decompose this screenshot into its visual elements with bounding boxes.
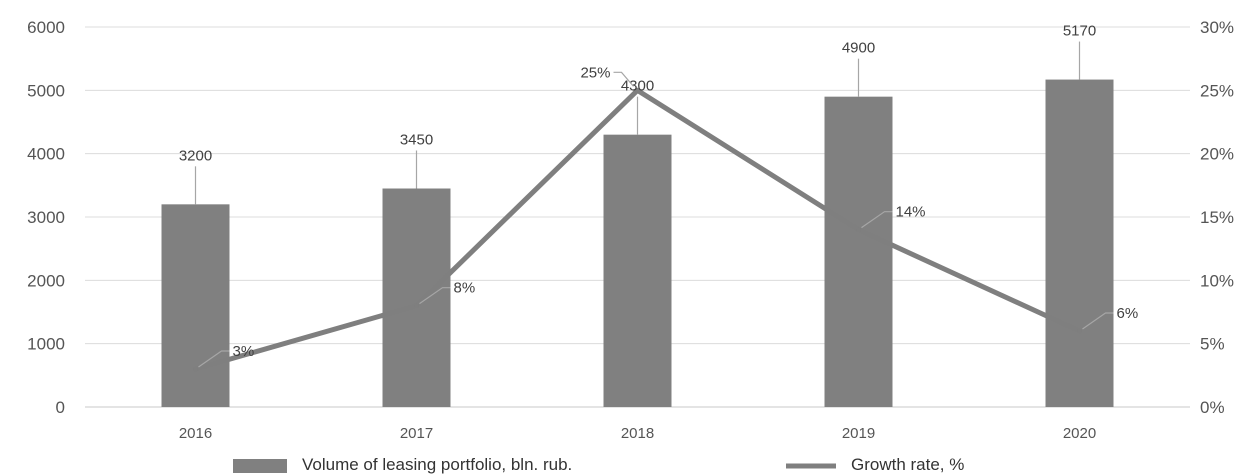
x-tick-label: 2016 — [179, 425, 212, 442]
legend-bar-swatch — [233, 459, 287, 473]
line-data-label: 25% — [580, 64, 610, 81]
bar-data-label: 3450 — [400, 132, 433, 149]
line-label-leader — [198, 350, 230, 368]
bar — [1045, 79, 1114, 408]
right-tick-label: 10% — [1200, 271, 1234, 290]
bar-data-label: 4300 — [621, 78, 654, 95]
bar-data-label: 3200 — [179, 147, 212, 164]
left-axis-ticks: 0 1000 2000 3000 4000 5000 6000 — [27, 18, 65, 417]
line-series — [193, 87, 1082, 372]
line-point — [193, 366, 198, 372]
line-point — [635, 87, 640, 93]
line-point — [856, 227, 861, 233]
right-tick-label: 5% — [1200, 335, 1225, 354]
legend: Volume of leasing portfolio, bln. rub. Gr… — [233, 455, 964, 474]
left-tick-label: 0 — [56, 398, 65, 417]
right-tick-label: 30% — [1200, 18, 1234, 37]
x-tick-label: 2018 — [621, 425, 654, 442]
right-tick-label: 15% — [1200, 208, 1234, 227]
right-tick-label: 25% — [1200, 81, 1234, 100]
bar-series — [161, 79, 1114, 408]
right-tick-label: 20% — [1200, 145, 1234, 164]
line-label-leader — [419, 287, 451, 305]
line-label-leader — [613, 71, 634, 87]
left-tick-label: 6000 — [27, 18, 65, 37]
x-tick-label: 2019 — [842, 425, 875, 442]
legend-bar-label: Volume of leasing portfolio, bln. rub. — [302, 455, 572, 474]
legend-line-label: Growth rate, % — [851, 455, 964, 474]
right-tick-label: 0% — [1200, 398, 1225, 417]
data-labels: 3200 3450 4300 4900 5170 3% 8% 25% 14% 6% — [179, 23, 1139, 368]
bar-data-label: 4900 — [842, 40, 875, 57]
line-data-label: 8% — [454, 280, 476, 297]
bar — [161, 204, 230, 407]
x-axis-ticks: 2016 2017 2018 2019 2020 — [179, 425, 1096, 442]
left-tick-label: 4000 — [27, 145, 65, 164]
x-tick-label: 2017 — [400, 425, 433, 442]
bar-data-label: 5170 — [1063, 23, 1096, 40]
line-data-label: 14% — [896, 204, 926, 221]
left-tick-label: 3000 — [27, 208, 65, 227]
left-tick-label: 1000 — [27, 335, 65, 354]
bar — [824, 96, 893, 408]
left-tick-label: 5000 — [27, 81, 65, 100]
line-label-leader — [1082, 312, 1114, 330]
line-point — [1077, 328, 1082, 334]
line-label-leader — [861, 211, 893, 229]
right-axis-ticks: 0% 5% 10% 15% 20% 25% 30% — [1200, 18, 1234, 417]
line-data-label: 6% — [1117, 305, 1139, 322]
line-data-label: 3% — [233, 343, 255, 360]
bar — [603, 134, 672, 407]
line-point — [414, 303, 419, 309]
left-tick-label: 2000 — [27, 271, 65, 290]
x-tick-label: 2020 — [1063, 425, 1096, 442]
bar — [382, 188, 451, 407]
